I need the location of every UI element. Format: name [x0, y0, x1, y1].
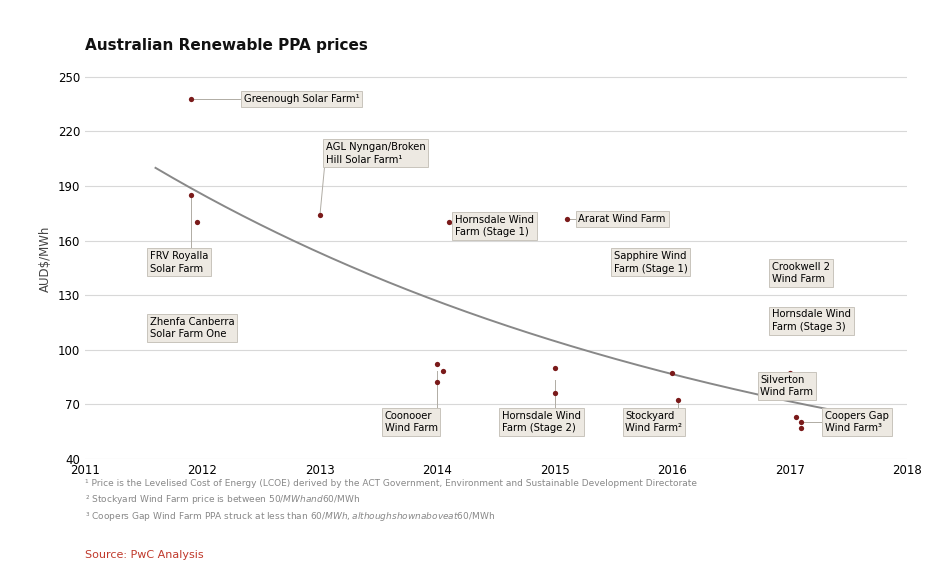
Text: Silverton
Wind Farm: Silverton Wind Farm: [760, 375, 813, 397]
Text: Hornsdale Wind
Farm (Stage 3): Hornsdale Wind Farm (Stage 3): [771, 309, 851, 332]
Text: ¹ Price is the Levelised Cost of Energy (LCOE) derived by the ACT Government, En: ¹ Price is the Levelised Cost of Energy …: [85, 479, 697, 523]
Text: Zhenfa Canberra
Solar Farm One: Zhenfa Canberra Solar Farm One: [149, 316, 234, 339]
Text: Ararat Wind Farm: Ararat Wind Farm: [578, 213, 665, 224]
Text: Hornsdale Wind
Farm (Stage 2): Hornsdale Wind Farm (Stage 2): [501, 411, 581, 433]
Text: Source: PwC Analysis: Source: PwC Analysis: [85, 550, 204, 560]
Text: Stockyard
Wind Farm²: Stockyard Wind Farm²: [625, 411, 682, 433]
Text: Greenough Solar Farm¹: Greenough Solar Farm¹: [244, 93, 359, 104]
Text: Australian Renewable PPA prices: Australian Renewable PPA prices: [85, 38, 367, 54]
Text: AGL Nyngan/Broken
Hill Solar Farm¹: AGL Nyngan/Broken Hill Solar Farm¹: [326, 142, 425, 165]
Text: Coopers Gap
Wind Farm³: Coopers Gap Wind Farm³: [824, 411, 888, 433]
Text: FRV Royalla
Solar Farm: FRV Royalla Solar Farm: [149, 251, 208, 273]
Text: Sapphire Wind
Farm (Stage 1): Sapphire Wind Farm (Stage 1): [613, 251, 686, 273]
Text: Coonooer
Wind Farm: Coonooer Wind Farm: [384, 411, 437, 433]
Text: Hornsdale Wind
Farm (Stage 1): Hornsdale Wind Farm (Stage 1): [454, 215, 533, 237]
Text: Crookwell 2
Wind Farm: Crookwell 2 Wind Farm: [771, 262, 829, 285]
Y-axis label: AUD$/MWh: AUD$/MWh: [40, 226, 52, 292]
